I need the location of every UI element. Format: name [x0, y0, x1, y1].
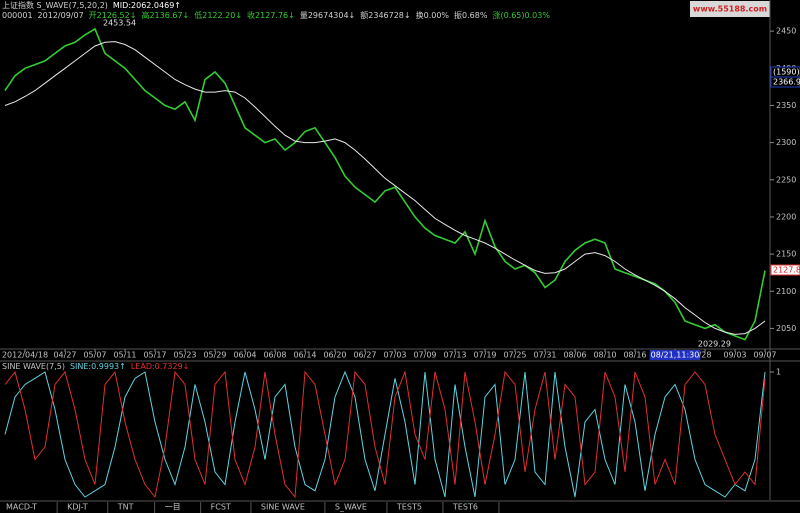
legend-entry: LEAD:0.7329↓ [131, 362, 190, 371]
panel-legend: SINE WAVE(7,5) SINE:0.9993↑ LEAD:0.7329↓ [2, 362, 189, 371]
tab[interactable]: TEST5 [396, 503, 422, 512]
series-line [4, 370, 766, 498]
x-tick-label: 07/03 [383, 351, 406, 360]
x-tick-label: 06/20 [323, 351, 346, 360]
header-line1: 上证指数 S_WAVE(7,5,20,2) MID:2062.0469↑ [2, 0, 181, 10]
header-field: 2012/09/07 [38, 11, 84, 20]
side-label-box [770, 76, 800, 88]
annotation: 2029.29 [698, 339, 731, 348]
x-tick-label: 07/25 [503, 351, 526, 360]
tab[interactable]: SINE WAVE [261, 503, 305, 512]
y-tick-label: 2450 [776, 27, 796, 36]
tab[interactable]: 一目 [165, 503, 181, 512]
header-field: 开2126.52↓ [89, 11, 137, 20]
y-tick-label: 2350 [776, 101, 796, 110]
x-tick-label: 04/27 [53, 351, 76, 360]
x-tick-label: 2012/04/18 [2, 351, 48, 360]
x-tick-label: 08/21,11:30 [651, 351, 700, 360]
y-tick-label: 2150 [776, 250, 796, 259]
side-label: (1590) [773, 68, 800, 77]
x-tick-label: 06/08 [263, 351, 286, 360]
tab[interactable]: S_WAVE [335, 503, 367, 512]
tab[interactable]: TNT [117, 503, 134, 512]
x-tick-label: 09/03 [723, 351, 746, 360]
series-line [4, 27, 766, 341]
x-tick-label: 09/07 [753, 351, 776, 360]
x-tick-label: 06/04 [233, 351, 256, 360]
series-line [4, 41, 766, 335]
x-tick-label: 07/31 [533, 351, 556, 360]
tab[interactable]: KDJ-T [67, 503, 88, 512]
side-label: 2366.93 [773, 78, 800, 87]
x-tick-label: 08/16 [623, 351, 646, 360]
tab[interactable]: FCST [211, 503, 231, 512]
x-tick-label: 05/23 [173, 351, 196, 360]
x-tick-label: 05/07 [83, 351, 106, 360]
annotation: 2453.54 [103, 18, 136, 27]
y-tick-label: 2300 [776, 138, 796, 147]
legend-entry: SINE:0.9993↑ [70, 362, 126, 371]
header-field: 上证指数 S_WAVE(7,5,20,2) [2, 0, 108, 10]
x-tick-label: 07/19 [473, 351, 496, 360]
side-label: 2127.8 [773, 266, 800, 275]
header-field: 高2136.67↓ [141, 10, 189, 20]
logo: www.55188.com [693, 5, 767, 14]
y-tick-label: 1 [776, 368, 781, 377]
tab[interactable]: TEST6 [452, 503, 478, 512]
y-tick-label: 2200 [776, 212, 796, 221]
x-tick-label: 06/14 [293, 351, 316, 360]
side-label-box [770, 264, 800, 276]
header-field: 涨(0.65)0.03% [492, 10, 550, 20]
header-field: 量29674304↓ [300, 11, 355, 20]
y-tick-label: 2050 [776, 324, 796, 333]
series-line [4, 370, 766, 499]
x-tick-label: 08/06 [563, 351, 586, 360]
header-field: 收2127.76↓ [247, 10, 295, 20]
x-tick-label: /28 [699, 351, 712, 360]
logo-box [690, 1, 770, 17]
header-field: 换0.00% [416, 10, 450, 20]
header-field: MID:2062.0469↑ [113, 1, 181, 10]
x-tick-highlight [649, 350, 701, 360]
header-field: 低2122.20↓ [194, 10, 242, 20]
x-tick-label: 06/27 [353, 351, 376, 360]
y-tick-label: 2250 [776, 175, 796, 184]
x-tick-label: 07/13 [443, 351, 466, 360]
y-tick-label: 2100 [776, 287, 796, 296]
header-field: 振0.68% [454, 10, 488, 20]
x-tick-label: 05/29 [203, 351, 226, 360]
x-tick-label: 05/11 [113, 351, 136, 360]
x-tick-label: 05/17 [143, 351, 166, 360]
header-field: 额2346728↓ [360, 10, 410, 20]
header-field: 000001 [2, 11, 33, 20]
x-tick-label: 08/10 [593, 351, 616, 360]
tab[interactable]: MACD-T [6, 503, 37, 512]
panel-title: SINE WAVE(7,5) [2, 362, 65, 371]
x-tick-label: 07/09 [413, 351, 436, 360]
header-line2: 000001 2012/09/07 开2126.52↓ 高2136.67↓ 低2122.… [2, 10, 550, 20]
